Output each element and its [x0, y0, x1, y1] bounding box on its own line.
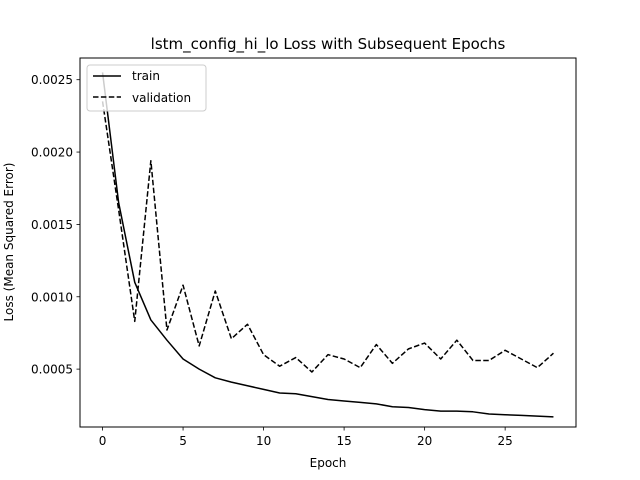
y-axis: 0.0005 0.0010 0.0015 0.0020 0.0025 [31, 73, 80, 377]
y-tick-label: 0.0010 [31, 290, 73, 304]
series-line-validation [101, 101, 554, 373]
y-tick-label: 0.0025 [31, 73, 73, 87]
plot-frame [79, 57, 577, 428]
x-tick-label: 15 [336, 434, 351, 448]
y-tick-label: 0.0015 [31, 218, 73, 232]
x-axis: 0 5 10 15 20 25 [99, 427, 513, 448]
legend-train-label: train [132, 69, 160, 83]
x-axis-label: Epoch [310, 456, 347, 470]
plot-lines [101, 72, 554, 418]
legend: train validation [86, 64, 207, 112]
y-tick-label: 0.0020 [31, 146, 73, 160]
series-line-train [101, 72, 554, 418]
legend-validation-label: validation [132, 91, 191, 105]
x-tick-label: 5 [179, 434, 187, 448]
y-tick-label: 0.0005 [31, 363, 73, 377]
x-tick-label: 20 [417, 434, 432, 448]
x-tick-label: 25 [498, 434, 513, 448]
chart-title: lstm_config_hi_lo Loss with Subsequent E… [151, 35, 506, 54]
x-tick-label: 10 [256, 434, 271, 448]
y-axis-label: Loss (Mean Squared Error) [2, 163, 16, 322]
x-tick-label: 0 [99, 434, 107, 448]
